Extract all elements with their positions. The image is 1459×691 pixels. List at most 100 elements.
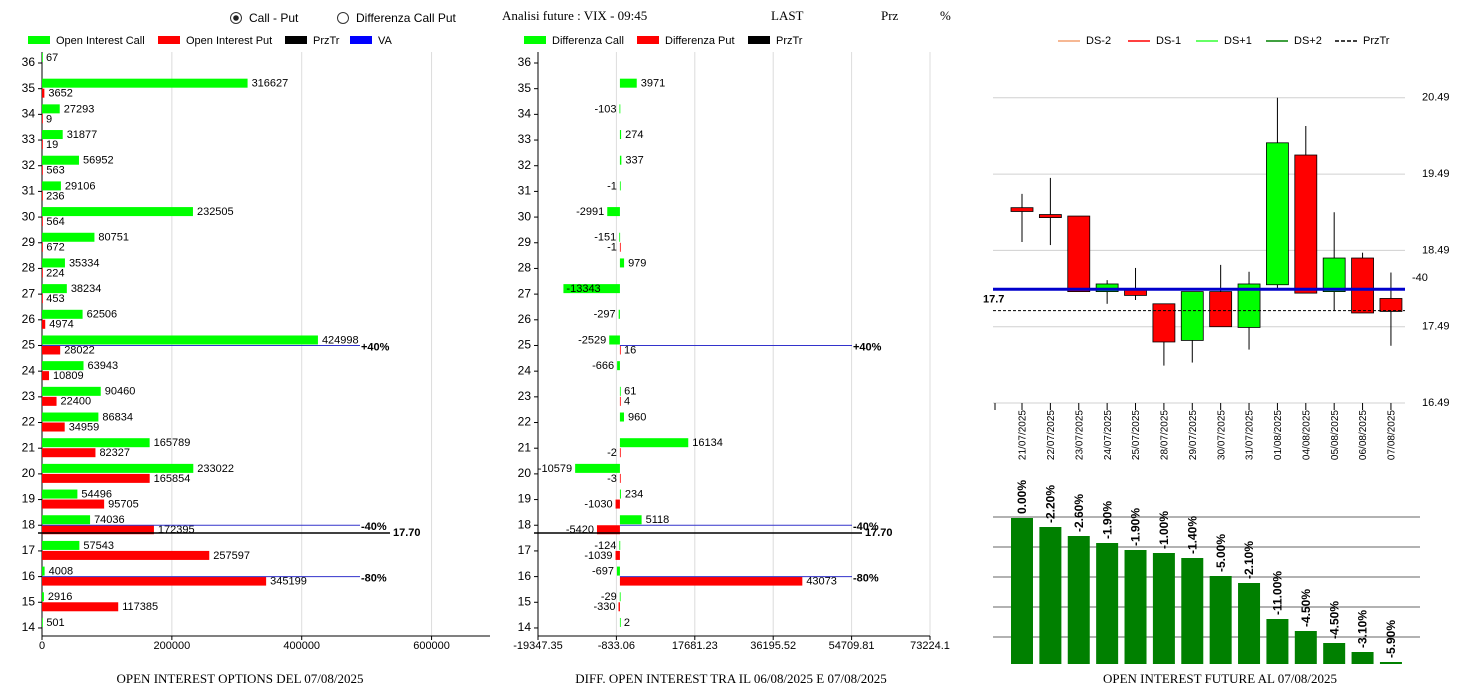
przTr-label: 17.70 [865,527,893,539]
value-label: -2 [607,447,617,459]
value-label: 31877 [67,129,98,141]
chart-title: OPEN INTEREST FUTURE AL 07/08/2025 [1103,671,1337,686]
x-tick-label: 06/08/2025 [1358,410,1369,460]
x-tick-label: -19347.35 [513,640,563,652]
y-tick-label: 19.49 [1422,168,1450,180]
value-label: -1.40% [1185,516,1199,554]
value-label: -3 [607,473,617,485]
value-label: 5118 [646,514,670,526]
y-tick-label: 27 [518,286,532,300]
value-label: 38234 [71,283,102,295]
bar [42,412,99,422]
bar [42,232,95,242]
value-label: -1039 [584,550,612,562]
bar [619,232,621,242]
value-label: -5.90% [1384,620,1398,658]
legend-swatch [158,36,180,44]
bar [619,576,803,586]
bar [1124,550,1147,664]
value-label: 4008 [49,566,73,578]
x-tick-label: 24/07/2025 [1103,410,1114,460]
value-label: 80751 [98,232,129,244]
bar [619,258,625,268]
y-tick-label: 28 [22,261,36,275]
value-label: 62506 [87,309,118,321]
value-label: 3971 [641,78,665,90]
value-label: -1 [607,242,617,254]
bar [618,602,620,612]
bar [42,217,43,227]
x-tick-label: 05/08/2025 [1330,410,1341,460]
value-label: -1.00% [1157,511,1171,549]
y-tick-label: 22 [518,415,532,429]
y-tick-label: 25 [518,338,532,352]
bar [619,345,621,355]
value-label: 56952 [83,155,114,167]
bar [619,155,622,165]
value-label: 337 [625,155,643,167]
bar [42,396,57,406]
y-tick-label: 16 [22,569,36,583]
bar [42,294,43,304]
legend-label: PrzTr [1363,35,1390,47]
legend-label: Differenza Call [552,35,624,47]
va-label: -40 [1412,272,1428,284]
value-label: -1.90% [1100,501,1114,539]
x-tick-label: 07/08/2025 [1387,410,1398,460]
bar [1011,518,1033,664]
candle-body [1294,154,1318,294]
legend-swatch [748,36,770,44]
bar [42,422,65,432]
bar [1379,662,1402,664]
radio-label[interactable]: Differenza Call Put [356,11,456,25]
bar [42,319,46,329]
y-tick-label: 14 [22,620,36,634]
value-label: 19 [46,139,58,151]
y-tick-label: 21 [22,440,36,454]
bar [596,525,620,535]
value-label: -1030 [584,498,612,510]
legend-swatch [350,36,372,44]
radio-button[interactable] [337,12,349,24]
y-tick-label: 33 [518,132,532,146]
y-tick-label: 35 [22,81,36,95]
bar [42,463,194,473]
radio-label[interactable]: Call - Put [249,11,299,25]
bar [42,309,83,319]
value-label: -4.50% [1327,601,1341,639]
candle-body [1266,142,1289,286]
bar [1351,652,1374,664]
candle-body [1351,257,1374,314]
bar [615,550,620,560]
y-tick-label: 21 [518,440,532,454]
x-tick-label: 54709.81 [829,640,875,652]
bar [42,473,150,483]
value-label: 165789 [154,437,191,449]
legend-label: DS-1 [1156,35,1181,47]
y-tick-label: 36 [22,55,36,69]
y-tick-label: 17 [518,543,532,557]
x-tick-label: 400000 [283,640,320,652]
value-label: 28022 [64,344,95,356]
y-tick-label: 31 [22,184,36,198]
bar [42,499,105,509]
value-label: 117385 [122,601,158,613]
annotation-label: -40% [361,521,387,533]
bar [42,165,43,175]
bar [619,78,637,88]
y-tick-label: 15 [518,594,532,608]
y-tick-label: 18.49 [1422,244,1450,256]
value-label: 16 [624,344,636,356]
value-label: -1.90% [1129,508,1143,546]
bar [42,335,318,345]
bar [1096,543,1119,664]
y-tick-label: 35 [518,81,532,95]
bar [42,515,91,525]
value-label: 4 [624,396,630,408]
x-tick-label: 30/07/2025 [1216,410,1227,460]
bar [619,515,642,525]
value-label: 165854 [154,473,191,485]
legend-label: VA [378,35,393,47]
candle-body [1379,298,1403,312]
